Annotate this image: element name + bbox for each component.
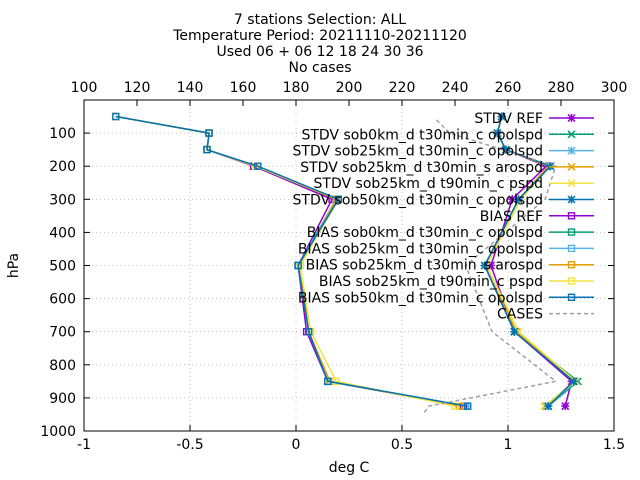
y-tick-label: 500 — [49, 259, 76, 275]
legend-label: STDV sob50km_d t30min_c opolspd — [293, 193, 543, 209]
series-12 — [422, 119, 558, 415]
x2-tick-label: 220 — [389, 80, 416, 96]
data-point — [254, 162, 262, 170]
chart-title: 7 stations Selection: ALL — [233, 12, 407, 28]
series-line — [115, 115, 468, 407]
x2-tick-label: 260 — [495, 80, 522, 96]
chart-cases-note: No cases — [288, 60, 352, 76]
legend-label: CASES — [497, 307, 543, 323]
data-point — [508, 195, 517, 204]
y-tick-label: 800 — [49, 358, 76, 374]
data-point — [203, 145, 211, 154]
legend-label: STDV sob25km_d t30min_c opolspd — [293, 144, 543, 160]
y-tick-label: 700 — [49, 325, 76, 341]
y-tick-label: 1000 — [40, 424, 76, 440]
data-point — [294, 261, 302, 270]
legend-label: STDV sob0km_d t30min_c opolspd — [301, 127, 543, 143]
x2-tick-label: 140 — [177, 80, 204, 96]
chart-used-runs: Used 06 + 06 12 18 24 30 36 — [216, 44, 424, 60]
y-tick-label: 900 — [49, 391, 76, 407]
legend-label: BIAS sob25km_d t90min_c pspd — [319, 274, 543, 290]
x-axis-label: deg C — [329, 460, 370, 476]
data-point — [567, 228, 576, 236]
legend-label: BIAS sob25km_d t30min_s arospd — [306, 258, 543, 274]
data-point — [567, 293, 576, 301]
x-tick-label: 0.5 — [391, 437, 413, 453]
x2-tick-label: 200 — [336, 80, 363, 96]
data-point — [501, 145, 510, 154]
legend-label: STDV REF — [474, 111, 543, 127]
x-tick-label: 0 — [292, 437, 301, 453]
data-point — [455, 402, 463, 410]
data-point — [569, 377, 578, 386]
data-point — [332, 377, 340, 386]
data-point — [112, 112, 120, 121]
data-point — [567, 162, 576, 171]
data-point — [493, 129, 502, 138]
data-point — [510, 327, 519, 336]
data-point — [487, 261, 496, 270]
series-11 — [112, 112, 472, 410]
y-tick-label: 600 — [49, 292, 76, 308]
x2-tick-label: 100 — [71, 80, 98, 96]
data-point — [544, 402, 553, 411]
data-point — [480, 261, 489, 270]
chart-subtitle: Temperature Period: 20211110-20211120 — [173, 28, 467, 44]
legend-label: BIAS sob50km_d t30min_c opolspd — [298, 290, 543, 306]
data-point — [324, 377, 332, 386]
data-point — [542, 162, 551, 171]
legend-label: STDV sob25km_d t30min_s arospd — [300, 160, 543, 176]
data-point — [567, 113, 576, 123]
data-point — [567, 130, 576, 139]
data-point — [305, 328, 313, 336]
data-point — [567, 195, 576, 204]
x2-tick-label: 160 — [230, 80, 257, 96]
data-point — [451, 402, 459, 410]
data-point — [567, 212, 576, 220]
data-point — [567, 261, 576, 269]
data-point — [334, 195, 343, 204]
data-point — [497, 112, 506, 121]
data-point — [567, 179, 576, 188]
y-tick-label: 400 — [49, 225, 76, 241]
data-point — [205, 129, 213, 137]
x2-tick-label: 120 — [124, 80, 151, 96]
series-line — [422, 119, 558, 415]
legend-label: BIAS sob0km_d t30min_c opolspd — [307, 225, 543, 241]
y-tick-label: 100 — [49, 126, 76, 142]
x2-tick-label: 300 — [601, 80, 628, 96]
y-tick-label: 200 — [49, 159, 76, 175]
x2-tick-label: 240 — [442, 80, 469, 96]
data-point — [567, 277, 576, 285]
x-tick-label: -1 — [77, 437, 91, 453]
x2-tick-label: 280 — [548, 80, 575, 96]
legend-label: BIAS sob25km_d t30min_c opolspd — [298, 241, 543, 257]
x-tick-label: -0.5 — [176, 437, 203, 453]
data-point — [514, 195, 523, 204]
y-axis-label: hPa — [6, 253, 22, 278]
x2-tick-label: 180 — [283, 80, 310, 96]
data-point — [567, 146, 576, 155]
legend-label: BIAS REF — [480, 209, 543, 225]
x-tick-label: 1.5 — [603, 437, 625, 453]
data-point — [464, 402, 472, 410]
data-point — [561, 402, 570, 411]
data-point — [567, 244, 576, 253]
x-tick-label: 1 — [504, 437, 513, 453]
y-tick-label: 300 — [49, 192, 76, 208]
plot-frame — [83, 99, 615, 432]
legend-label: STDV sob25km_d t90min_c pspd — [314, 176, 543, 192]
